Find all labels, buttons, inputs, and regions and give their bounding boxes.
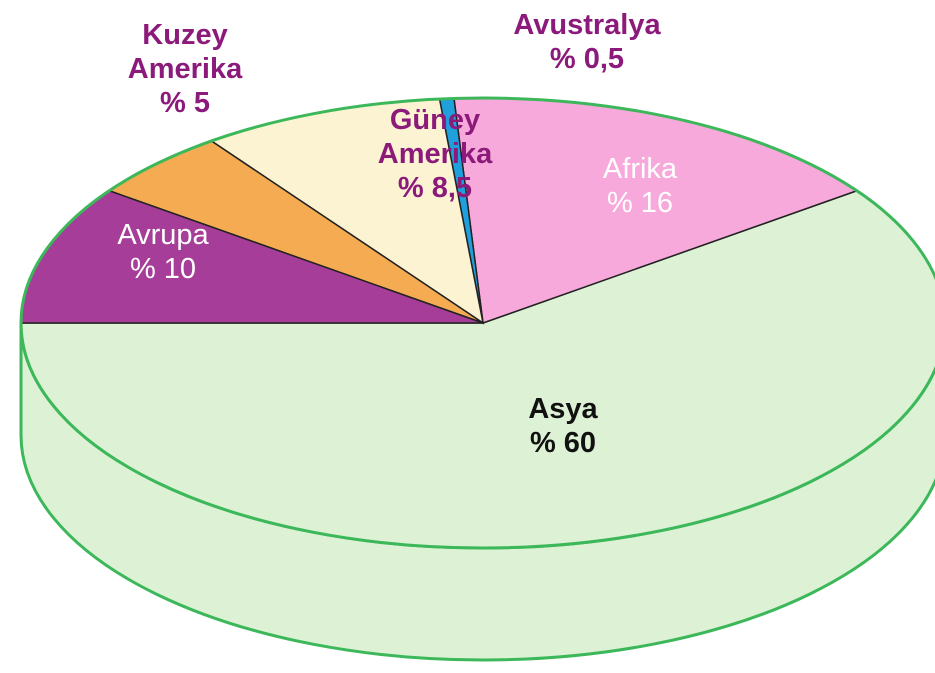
slice-label: Afrika% 16 [560, 152, 720, 220]
slice-value: % 60 [529, 427, 597, 459]
pie-rim [19, 96, 935, 550]
slice-value: % 5 [160, 87, 210, 119]
slice-name: Avrupa [117, 219, 209, 251]
slice-name: Güney Amerika [377, 104, 493, 170]
slice-value: % 16 [606, 187, 674, 219]
slice-label: Avustralya% 0,5 [487, 8, 687, 76]
slice-value: % 8,5 [397, 172, 473, 204]
slice-value: % 10 [129, 253, 197, 285]
slice-label: Güney Amerika% 8,5 [360, 103, 510, 205]
slice-label: Kuzey Amerika% 5 [110, 18, 260, 120]
slice-name: Avustralya [513, 9, 661, 41]
slice-name: Afrika [602, 153, 678, 185]
slice-value: % 0,5 [549, 43, 625, 75]
slice-label: Asya% 60 [468, 392, 658, 460]
slice-name: Asya [528, 393, 598, 425]
slice-name: Kuzey Amerika [127, 19, 243, 85]
slice-label: Avrupa% 10 [88, 218, 238, 286]
